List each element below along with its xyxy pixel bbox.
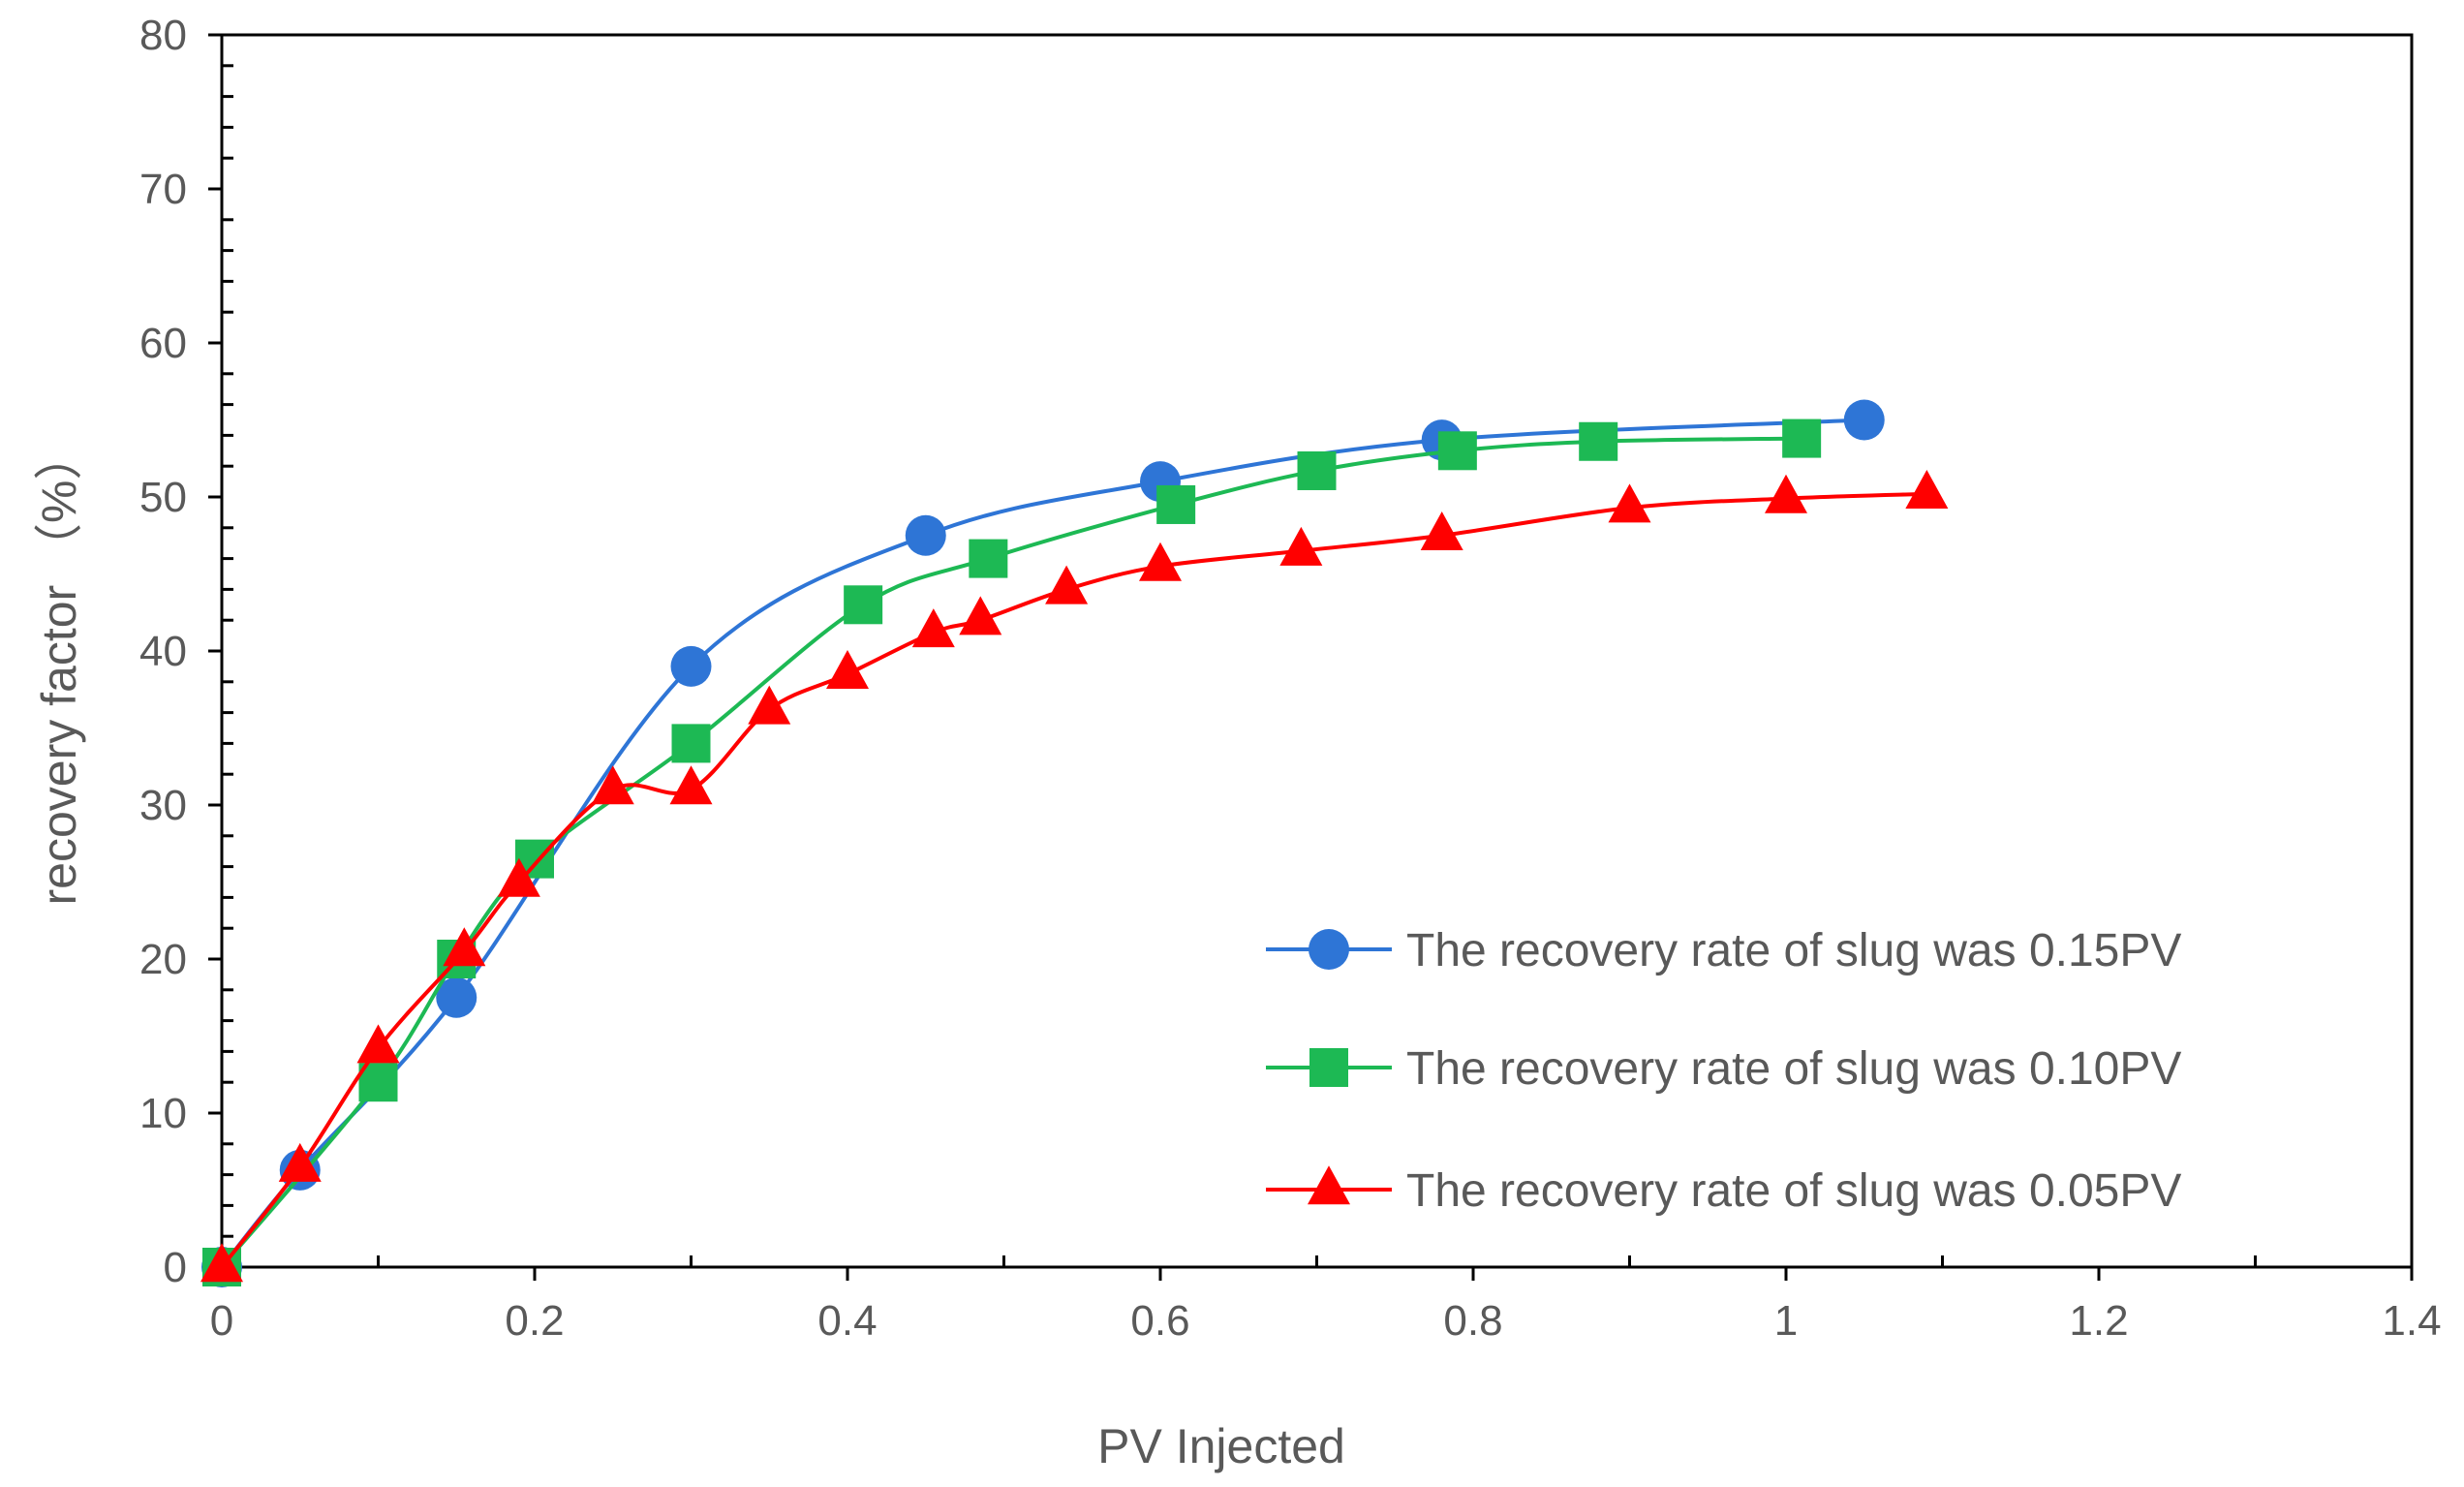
data-point (1156, 484, 1196, 524)
y-tick-label: 50 (139, 474, 187, 521)
data-point (844, 585, 883, 625)
x-tick-label: 0.8 (1443, 1297, 1502, 1345)
data-point (1782, 418, 1822, 458)
x-tick-label: 0 (210, 1297, 233, 1345)
legend: The recovery rate of slug was 0.15PV The … (1266, 925, 2181, 1217)
y-tick-label: 0 (164, 1244, 187, 1291)
legend-marker (1309, 929, 1349, 970)
data-point (905, 514, 946, 556)
legend-marker (1308, 1165, 1350, 1205)
data-point (1608, 483, 1651, 523)
y-tick-label: 80 (139, 12, 187, 59)
data-point (748, 685, 791, 725)
x-tick-label: 0.2 (505, 1297, 564, 1345)
x-tick-label: 0.6 (1130, 1297, 1189, 1345)
data-point (436, 976, 477, 1018)
data-point (497, 857, 540, 897)
y-tick-label: 20 (139, 936, 187, 983)
x-tick-label: 1 (1774, 1297, 1798, 1345)
y-axis-title: recovery factor （%） (32, 431, 86, 905)
data-point (911, 608, 955, 648)
data-point (443, 927, 486, 967)
legend-item: The recovery rate of slug was 0.05PV (1266, 1165, 2181, 1217)
data-point (1139, 542, 1182, 581)
x-axis: 0 0.2 0.4 0.6 0.8 1 1.2 1.4 (210, 1255, 2442, 1345)
series-square (202, 418, 1822, 1286)
y-tick-label: 60 (139, 320, 187, 367)
series-line (220, 418, 1864, 1269)
y-tick-label: 40 (139, 628, 187, 675)
data-point (1437, 431, 1477, 471)
x-tick-label: 0.4 (817, 1297, 877, 1345)
data-point (671, 724, 711, 763)
data-point (969, 539, 1008, 578)
x-axis-title: PV Injected (1097, 1419, 1345, 1473)
data-point (1279, 526, 1323, 566)
legend-label: The recovery rate of slug was 0.05PV (1406, 1165, 2181, 1217)
series-line (220, 436, 1802, 1269)
data-point (356, 1024, 400, 1064)
data-point (669, 765, 713, 805)
legend-item: The recovery rate of slug was 0.15PV (1266, 925, 2181, 976)
series-triangle (200, 470, 1949, 1283)
data-point (1765, 474, 1807, 513)
x-tick-label: 1.2 (2069, 1297, 2128, 1345)
data-point (278, 1142, 322, 1182)
series-line (220, 491, 1927, 1269)
data-point (1843, 399, 1885, 441)
data-point (1045, 565, 1089, 604)
y-tick-label: 10 (139, 1090, 187, 1137)
data-point (591, 765, 634, 805)
y-tick-label: 30 (139, 782, 187, 829)
data-point (1905, 470, 1949, 510)
legend-label: The recovery rate of slug was 0.10PV (1406, 1043, 2181, 1095)
legend-item: The recovery rate of slug was 0.10PV (1266, 1043, 2181, 1095)
x-tick-label: 1.4 (2382, 1297, 2441, 1345)
data-point (959, 596, 1002, 635)
legend-marker (1309, 1048, 1348, 1087)
series-layer (200, 399, 1949, 1287)
series-circle (201, 399, 1885, 1287)
y-axis: 0 10 20 30 40 50 60 70 80 (139, 12, 233, 1291)
data-point (200, 1243, 243, 1283)
data-point (1420, 511, 1463, 550)
data-point (1579, 421, 1618, 461)
data-point (1297, 450, 1337, 490)
data-point (826, 650, 869, 690)
data-point (670, 645, 712, 687)
legend-label: The recovery rate of slug was 0.15PV (1406, 925, 2181, 976)
y-tick-label: 70 (139, 166, 187, 213)
